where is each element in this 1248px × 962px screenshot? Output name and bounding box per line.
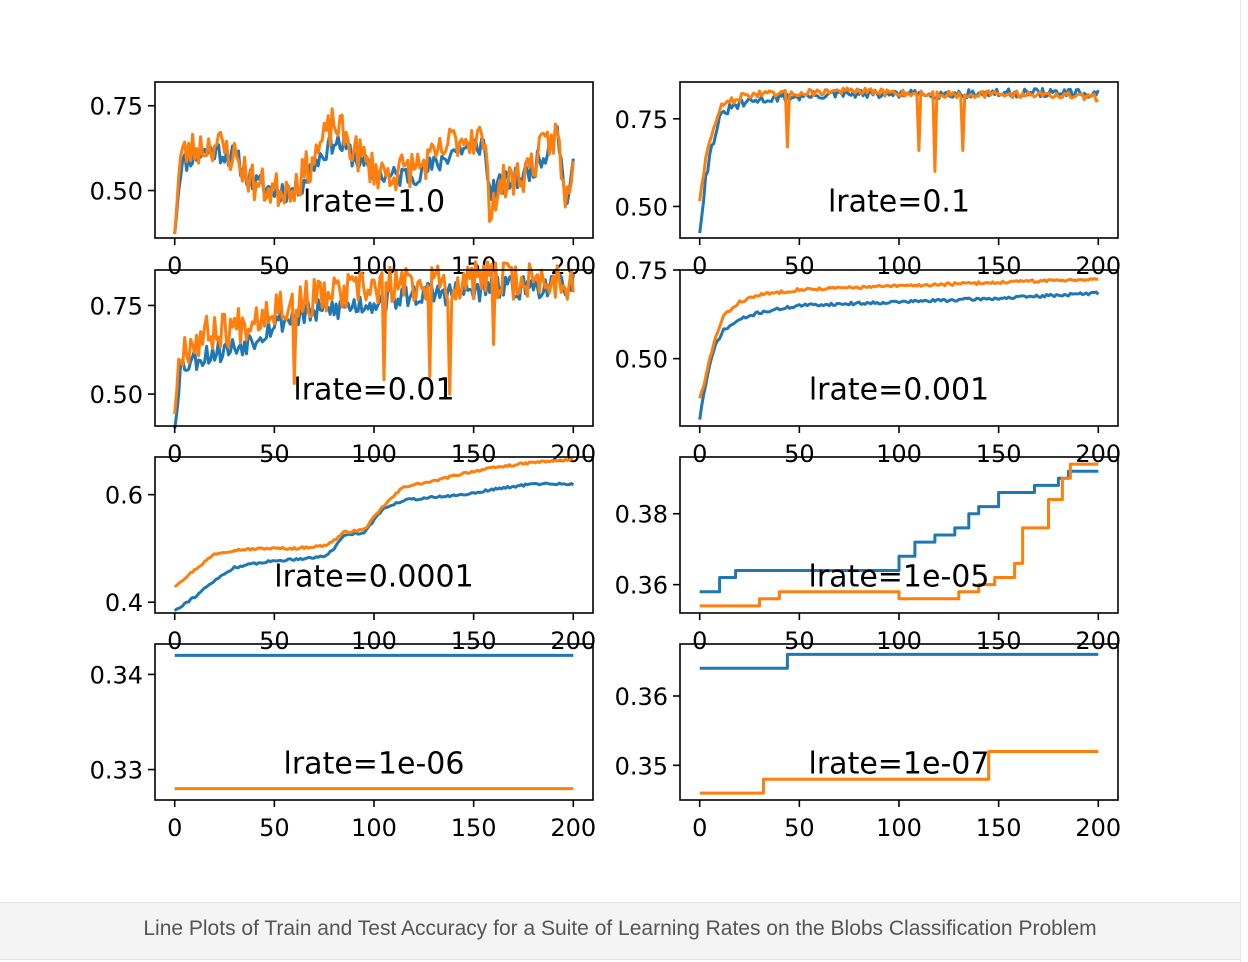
series-line-1 [173,271,575,429]
series-line-1 [698,87,1100,234]
x-tick-label: 150 [976,252,1022,280]
x-tick-label: 200 [1075,252,1121,280]
subplot-6: 0.36 0.38 0 50 100 150 200 lrate=1e-05 [615,456,1121,655]
y-tick-label: 0.50 [615,193,668,221]
lrate-annotation: lrate=1e-05 [809,559,990,594]
series-line-2 [173,107,575,235]
x-tick-label: 150 [976,627,1022,655]
x-tick-label: 100 [351,814,397,842]
lrate-annotation: lrate=0.0001 [274,559,473,594]
chart-figure: 0.50 0.75 0 50 100 150 200 lrate=1.0 0.50 0.75 0 50… [90,81,1122,842]
series-line-2 [699,462,1099,608]
x-tick-label: 150 [451,440,497,468]
x-tick-label: 0 [692,252,707,280]
subplot-2: 0.50 0.75 0 50 100 150 200 lrate=0.1 [615,81,1121,280]
series-line-2 [698,86,1100,202]
x-tick-label: 200 [550,627,596,655]
caption-bar: Line Plots of Train and Test Accuracy fo… [0,902,1240,960]
lrate-annotation: lrate=1e-07 [809,746,990,781]
x-tick-label: 0 [167,252,182,280]
lrate-annotation: lrate=1e-06 [284,746,465,781]
y-tick-label: 0.50 [90,178,143,206]
lrate-annotation: lrate=0.01 [293,372,454,407]
y-tick-label: 0.75 [615,106,668,134]
subplot-3: 0.50 0.75 0 50 100 150 200 lrate=0.01 [90,260,596,468]
y-tick-label: 0.33 [90,757,143,785]
y-tick-label: 0.35 [615,752,668,780]
subplot-5: 0.4 0.6 0 50 100 150 200 lrate=0.0001 [105,456,596,655]
lrate-annotation: lrate=1.0 [303,184,445,219]
figure-caption: Line Plots of Train and Test Accuracy fo… [143,917,1097,940]
lrate-annotation: lrate=0.001 [809,372,989,407]
x-tick-label: 50 [259,814,290,842]
x-tick-label: 100 [876,440,922,468]
subplot-8: 0.35 0.36 0 50 100 150 200 lrate=1e-07 [615,643,1121,842]
x-tick-label: 0 [167,814,182,842]
x-tick-label: 0 [167,627,182,655]
lrate-annotation: lrate=0.1 [828,184,970,219]
series-line-2 [699,750,1099,795]
x-tick-label: 100 [876,814,922,842]
x-tick-label: 150 [451,627,497,655]
series-line-1 [699,652,1099,670]
x-tick-label: 200 [1075,814,1121,842]
y-tick-label: 0.75 [90,292,143,320]
y-tick-label: 0.34 [90,661,143,689]
y-tick-label: 0.75 [615,257,668,285]
x-tick-label: 50 [784,627,815,655]
series-line-2 [173,260,575,415]
y-tick-label: 0.38 [615,501,668,529]
y-tick-label: 0.6 [105,482,143,510]
series-line-2 [173,457,574,588]
x-tick-label: 100 [876,252,922,280]
x-tick-label: 200 [1075,627,1121,655]
y-tick-label: 0.36 [615,683,668,711]
x-tick-label: 150 [451,814,497,842]
x-tick-label: 50 [784,440,815,468]
x-tick-label: 50 [784,252,815,280]
x-tick-label: 50 [259,252,290,280]
x-tick-label: 100 [351,440,397,468]
x-tick-label: 0 [692,627,707,655]
y-tick-label: 0.50 [90,381,143,409]
x-tick-label: 0 [167,440,182,468]
y-tick-label: 0.75 [90,93,143,121]
x-tick-label: 100 [351,627,397,655]
series-line-2 [698,277,1099,399]
figure-area: 0.50 0.75 0 50 100 150 200 lrate=1.0 0.50 0.75 0 50… [89,81,1122,842]
x-tick-label: 0 [692,440,707,468]
series-line-1 [698,290,1100,420]
series-line-1 [699,469,1099,594]
x-tick-label: 100 [876,627,922,655]
x-tick-label: 50 [784,814,815,842]
x-tick-label: 150 [976,814,1022,842]
x-tick-label: 150 [976,440,1022,468]
x-tick-label: 200 [550,814,596,842]
y-tick-label: 0.50 [615,346,668,374]
x-tick-label: 200 [550,440,596,468]
x-tick-label: 0 [692,814,707,842]
x-tick-label: 50 [259,627,290,655]
subplot-7: 0.33 0.34 0 50 100 150 200 lrate=1e-06 [90,643,596,842]
series-line-1 [173,481,575,612]
x-tick-label: 50 [259,440,290,468]
y-tick-label: 0.4 [105,589,143,617]
y-tick-label: 0.36 [615,572,668,600]
page-edge [1240,0,1241,962]
